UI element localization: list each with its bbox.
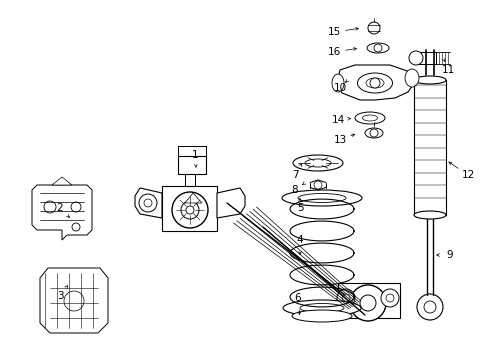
Circle shape xyxy=(424,301,436,313)
Polygon shape xyxy=(52,177,72,185)
Ellipse shape xyxy=(365,128,383,138)
Text: 12: 12 xyxy=(462,170,475,180)
Circle shape xyxy=(417,294,443,320)
Ellipse shape xyxy=(283,300,361,316)
Circle shape xyxy=(368,22,380,34)
Ellipse shape xyxy=(282,190,362,206)
Text: 6: 6 xyxy=(294,293,301,303)
Circle shape xyxy=(139,194,157,212)
Circle shape xyxy=(144,199,152,207)
Bar xyxy=(416,52,436,64)
Text: 8: 8 xyxy=(292,185,298,195)
Circle shape xyxy=(386,294,394,302)
Ellipse shape xyxy=(363,115,377,121)
Ellipse shape xyxy=(367,43,389,53)
Circle shape xyxy=(370,129,378,137)
Circle shape xyxy=(172,192,208,228)
Text: 15: 15 xyxy=(327,27,341,37)
Text: 2: 2 xyxy=(57,203,63,213)
Polygon shape xyxy=(135,188,162,218)
Circle shape xyxy=(350,285,386,321)
Ellipse shape xyxy=(355,112,385,124)
Text: 3: 3 xyxy=(57,291,63,301)
Circle shape xyxy=(374,44,382,52)
Text: 1: 1 xyxy=(192,150,198,160)
Ellipse shape xyxy=(414,76,446,84)
Circle shape xyxy=(360,295,376,311)
Circle shape xyxy=(186,206,194,214)
Circle shape xyxy=(44,201,56,213)
Ellipse shape xyxy=(405,69,419,87)
Ellipse shape xyxy=(292,310,352,322)
Ellipse shape xyxy=(298,194,346,202)
Bar xyxy=(178,156,206,174)
Polygon shape xyxy=(32,185,92,240)
Ellipse shape xyxy=(366,78,384,88)
Ellipse shape xyxy=(300,303,344,312)
Polygon shape xyxy=(185,193,202,203)
Circle shape xyxy=(64,291,84,311)
Circle shape xyxy=(370,78,380,88)
Text: 10: 10 xyxy=(333,83,346,93)
Circle shape xyxy=(314,181,322,189)
Polygon shape xyxy=(217,188,245,218)
Bar xyxy=(414,80,446,215)
Ellipse shape xyxy=(293,155,343,171)
Text: 5: 5 xyxy=(296,203,303,213)
Text: 9: 9 xyxy=(447,250,453,260)
Circle shape xyxy=(337,289,355,307)
Bar xyxy=(162,186,217,231)
Circle shape xyxy=(181,201,199,219)
Text: 11: 11 xyxy=(441,65,455,75)
Text: 16: 16 xyxy=(327,47,341,57)
Circle shape xyxy=(381,289,399,307)
Ellipse shape xyxy=(414,211,446,219)
Ellipse shape xyxy=(305,159,331,167)
Bar xyxy=(338,283,400,318)
Polygon shape xyxy=(337,65,415,100)
Ellipse shape xyxy=(332,74,344,92)
Circle shape xyxy=(409,51,423,65)
Text: 14: 14 xyxy=(331,115,344,125)
Circle shape xyxy=(72,223,80,231)
Circle shape xyxy=(342,294,350,302)
Text: 7: 7 xyxy=(292,170,298,180)
Ellipse shape xyxy=(358,73,392,93)
Text: 4: 4 xyxy=(296,235,303,245)
Circle shape xyxy=(71,202,81,212)
Polygon shape xyxy=(40,268,108,333)
Text: 13: 13 xyxy=(333,135,346,145)
